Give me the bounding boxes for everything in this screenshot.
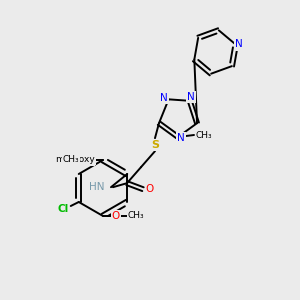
Text: CH₃: CH₃ [128, 212, 144, 220]
Text: N: N [235, 40, 242, 50]
Text: O: O [112, 211, 120, 221]
Text: Cl: Cl [57, 204, 68, 214]
Text: CH₃: CH₃ [63, 155, 79, 164]
Text: O: O [86, 155, 94, 165]
Text: N: N [177, 133, 185, 143]
Text: HN: HN [89, 182, 105, 192]
Text: methoxy: methoxy [55, 155, 95, 164]
Text: S: S [151, 140, 159, 150]
Text: O: O [146, 184, 154, 194]
Text: N: N [187, 92, 195, 102]
Text: N: N [160, 93, 167, 103]
Text: CH₃: CH₃ [196, 130, 212, 140]
